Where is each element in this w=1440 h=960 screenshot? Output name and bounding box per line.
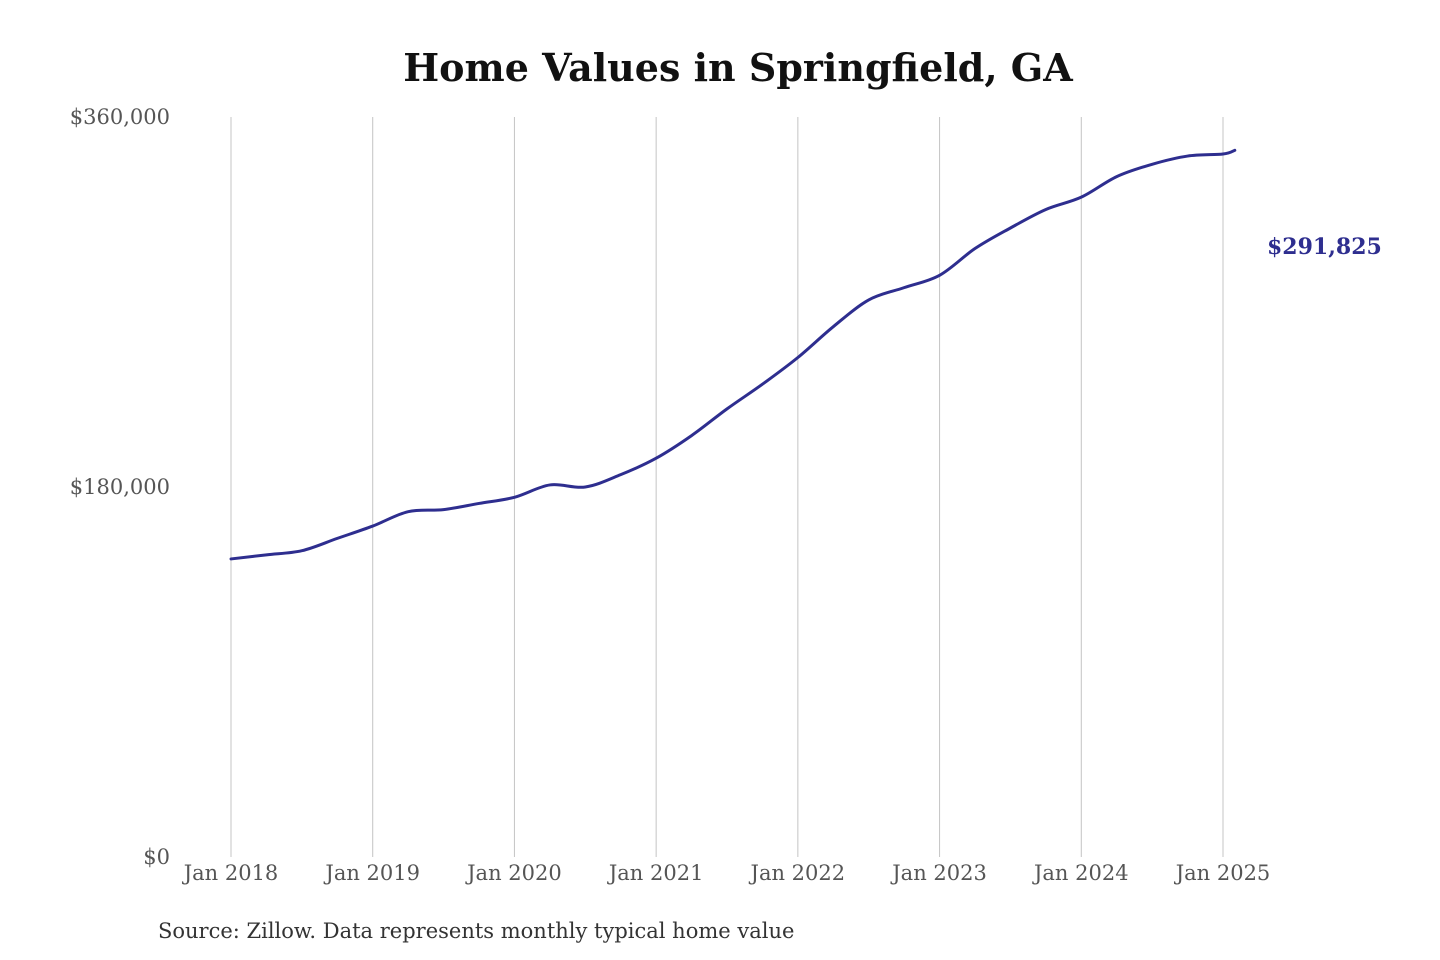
x-tick-label-1: Jan 2019 (323, 861, 420, 885)
x-tick-label-3: Jan 2021 (607, 861, 704, 885)
end-value-label: $291,825 (1267, 234, 1382, 260)
x-tick-label-7: Jan 2025 (1174, 861, 1271, 885)
y-tick-label-0: $0 (143, 845, 170, 869)
x-tick-label-6: Jan 2024 (1032, 861, 1129, 885)
series-line-0 (229, 148, 1237, 561)
series-layer (229, 148, 1237, 561)
y-axis: $0 $180,000 $360,000 (70, 105, 170, 869)
grid-layer (230, 117, 1224, 857)
y-tick-label-2: $360,000 (70, 105, 170, 129)
chart-title: Home Values in Springfield, GA (403, 45, 1073, 90)
x-tick-label-5: Jan 2023 (890, 861, 987, 885)
x-tick-label-0: Jan 2018 (182, 861, 279, 885)
source-note: Source: Zillow. Data represents monthly … (158, 919, 794, 943)
x-axis: Jan 2018 Jan 2019 Jan 2020 Jan 2021 Jan 2022… (182, 861, 1271, 885)
y-tick-label-1: $180,000 (70, 475, 170, 499)
x-tick-label-4: Jan 2022 (749, 861, 846, 885)
x-tick-label-2: Jan 2020 (465, 861, 562, 885)
